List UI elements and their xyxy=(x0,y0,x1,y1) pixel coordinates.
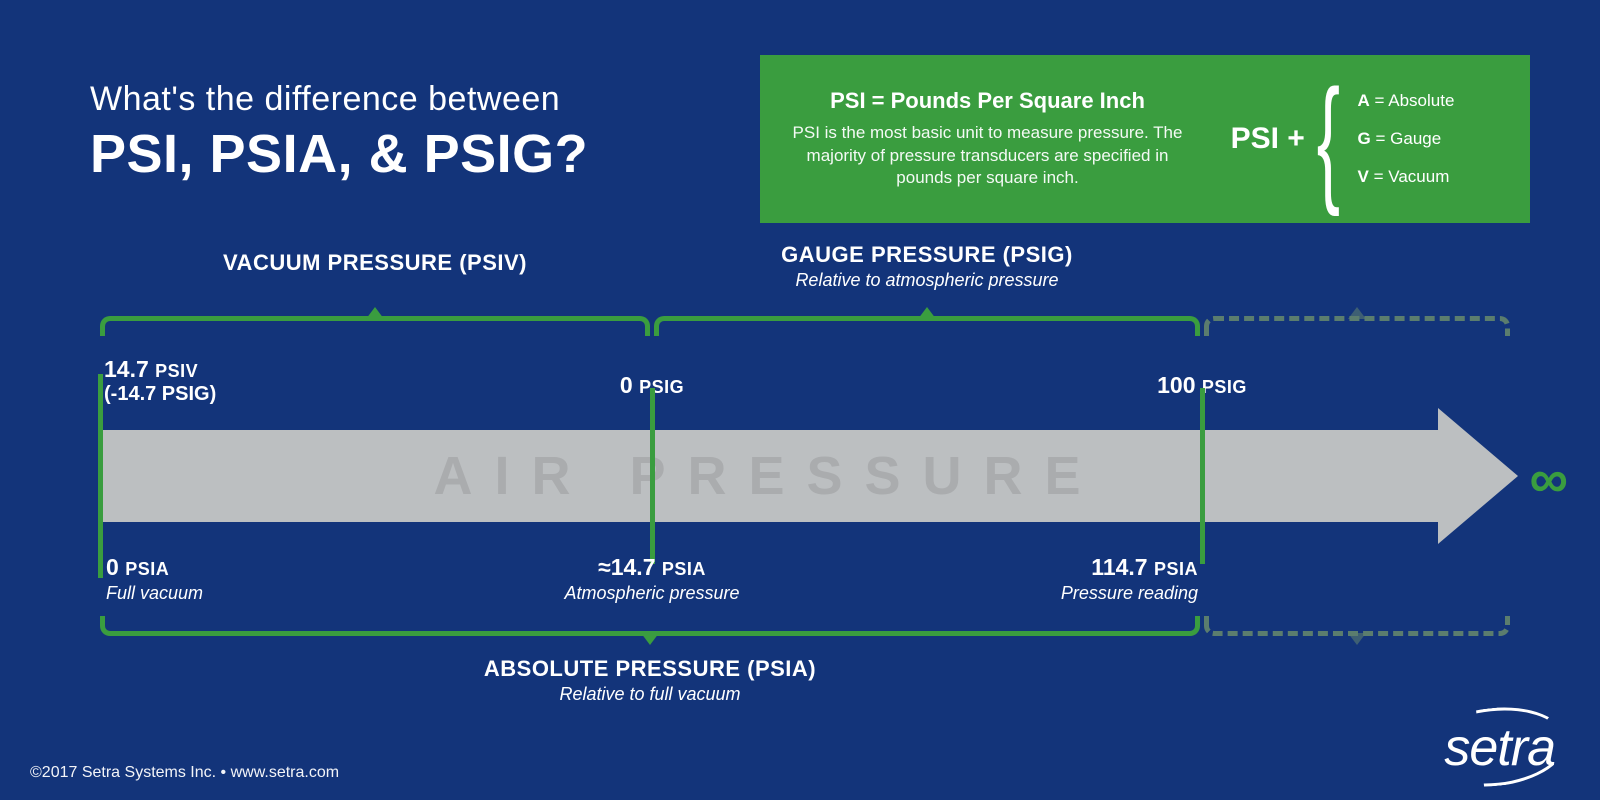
info-heading: PSI = Pounds Per Square Inch xyxy=(790,88,1185,114)
bracket-label-vacuum: VACUUM PRESSURE (PSIV) xyxy=(223,250,527,276)
info-body: PSI is the most basic unit to measure pr… xyxy=(790,122,1185,191)
arrow-label: AIR PRESSURE xyxy=(98,430,1438,522)
brace-icon: { xyxy=(1316,90,1339,188)
infinity-icon: ∞ xyxy=(1530,448,1569,510)
tick-center xyxy=(650,388,655,564)
info-left: PSI = Pounds Per Square Inch PSI is the … xyxy=(790,88,1185,191)
legend: A = Absolute G = Gauge V = Vacuum xyxy=(1358,91,1455,187)
pressure-diagram: VACUUM PRESSURE (PSIV) GAUGE PRESSURE (P… xyxy=(0,300,1600,710)
bracket-label-absolute: ABSOLUTE PRESSURE (PSIA) Relative to ful… xyxy=(484,656,816,705)
title-line1: What's the difference between xyxy=(90,80,588,119)
tick-right xyxy=(1200,388,1205,564)
bracket-top-vacuum xyxy=(100,316,650,336)
logo-swoosh-icon xyxy=(1418,701,1570,794)
info-right: PSI + { A = Absolute G = Gauge V = Vacuu… xyxy=(1185,90,1500,188)
logo: setra xyxy=(1444,718,1555,778)
title-block: What's the difference between PSI, PSIA,… xyxy=(90,80,588,185)
bracket-label-gauge: GAUGE PRESSURE (PSIG) Relative to atmosp… xyxy=(781,242,1073,291)
info-box: PSI = Pounds Per Square Inch PSI is the … xyxy=(760,55,1530,223)
bracket-top-dashed xyxy=(1204,316,1510,336)
psi-plus: PSI + xyxy=(1231,122,1305,156)
legend-a: A = Absolute xyxy=(1358,91,1455,111)
title-line2: PSI, PSIA, & PSIG? xyxy=(90,123,588,185)
legend-g: G = Gauge xyxy=(1358,129,1455,149)
bracket-bottom-absolute xyxy=(100,616,1200,636)
bracket-bottom-dashed xyxy=(1204,616,1510,636)
footer-text: ©2017 Setra Systems Inc. • www.setra.com xyxy=(30,764,339,782)
tick-left xyxy=(98,374,103,578)
point-bottom-center: ≈14.7 PSIA Atmospheric pressure xyxy=(564,554,739,604)
legend-v: V = Vacuum xyxy=(1358,167,1455,187)
point-top-left: 14.7 PSIV (-14.7 PSIG) xyxy=(104,356,216,406)
bracket-top-gauge xyxy=(654,316,1200,336)
point-bottom-left: 0 PSIA Full vacuum xyxy=(106,554,203,604)
arrow-head-icon xyxy=(1438,408,1518,544)
point-bottom-right: 114.7 PSIA Pressure reading xyxy=(1061,554,1198,604)
